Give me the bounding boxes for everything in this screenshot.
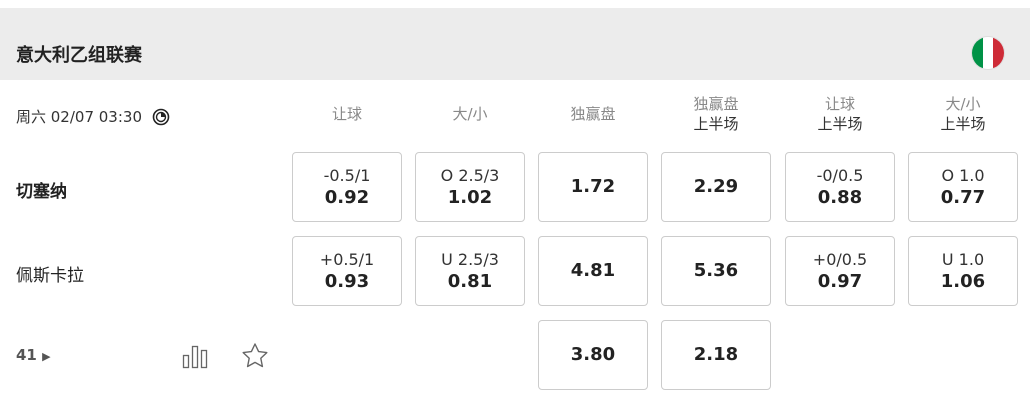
column-label: 大/小 (452, 105, 488, 123)
column-header: 大/小上半场 (908, 94, 1018, 134)
odds-button[interactable]: 3.80 (538, 320, 648, 390)
italy-flag-icon (971, 36, 1005, 70)
odds-button[interactable]: 2.29 (661, 152, 771, 222)
odds-value: 1.02 (447, 186, 493, 208)
odds-handicap: U 2.5/3 (441, 249, 499, 269)
favorite-star-icon[interactable] (241, 342, 269, 369)
column-header: 让球 (292, 104, 402, 124)
odds-value: 2.29 (693, 176, 739, 197)
odds-button[interactable]: +0.5/1 0.93 (292, 236, 402, 306)
league-title: 意大利乙组联赛 (16, 45, 142, 66)
column-sublabel: 上半场 (693, 115, 739, 133)
odds-button[interactable]: -0/0.5 0.88 (785, 152, 895, 222)
market-count: 41 (16, 346, 37, 364)
odds-handicap: -0.5/1 (323, 165, 371, 185)
odds-button[interactable]: O 2.5/3 1.02 (415, 152, 525, 222)
column-label: 让球 (331, 105, 362, 123)
column-label: 独赢盘 (693, 95, 739, 113)
odds-value: 4.81 (570, 260, 616, 281)
clock-icon (152, 108, 170, 125)
stats-icon[interactable] (182, 343, 208, 369)
odds-value: 5.36 (693, 260, 739, 281)
column-sublabel: 上半场 (817, 115, 863, 133)
odds-value: 1.72 (570, 176, 616, 197)
odds-handicap: U 1.0 (941, 249, 985, 269)
column-header: 让球 上半场 (785, 94, 895, 134)
odds-value: 0.97 (817, 270, 863, 292)
odds-button[interactable]: U 2.5/3 0.81 (415, 236, 525, 306)
column-label: 让球 (824, 95, 855, 113)
odds-handicap: -0/0.5 (816, 165, 864, 185)
column-label: 独赢盘 (570, 105, 616, 123)
odds-button[interactable]: 5.36 (661, 236, 771, 306)
away-team: 佩斯卡拉 (16, 266, 84, 286)
league-header: 意大利乙组联赛 (0, 8, 1030, 80)
odds-value: 2.18 (693, 344, 739, 365)
column-header: 独赢盘 (538, 104, 648, 124)
odds-button[interactable]: O 1.0 0.77 (908, 152, 1018, 222)
odds-button[interactable]: 2.18 (661, 320, 771, 390)
column-header: 大/小 (415, 104, 525, 124)
odds-value: 3.80 (570, 344, 616, 365)
odds-value: 0.88 (817, 186, 863, 208)
odds-button[interactable]: -0.5/1 0.92 (292, 152, 402, 222)
odds-button[interactable]: U 1.0 1.06 (908, 236, 1018, 306)
odds-value: 0.93 (324, 270, 370, 292)
datetime-text: 周六 02/07 03:30 (16, 108, 142, 126)
odds-handicap: O 1.0 (941, 165, 985, 185)
match-datetime: 周六 02/07 03:30 (16, 106, 170, 127)
odds-button[interactable]: +0/0.5 0.97 (785, 236, 895, 306)
odds-button[interactable]: 4.81 (538, 236, 648, 306)
odds-handicap: +0.5/1 (319, 249, 375, 269)
odds-handicap: +0/0.5 (812, 249, 868, 269)
column-sublabel: 上半场 (940, 115, 986, 133)
odds-button[interactable]: 1.72 (538, 152, 648, 222)
more-markets-link[interactable]: 41 ▶ (16, 346, 51, 364)
odds-value: 0.81 (447, 270, 493, 292)
odds-value: 0.92 (324, 186, 370, 208)
caret-right-icon: ▶ (42, 350, 51, 363)
odds-value: 1.06 (940, 270, 986, 292)
odds-handicap: O 2.5/3 (440, 165, 500, 185)
column-label: 大/小 (945, 95, 981, 113)
home-team: 切塞纳 (16, 182, 67, 202)
column-header: 独赢盘 上半场 (661, 94, 771, 134)
odds-value: 0.77 (940, 186, 986, 208)
